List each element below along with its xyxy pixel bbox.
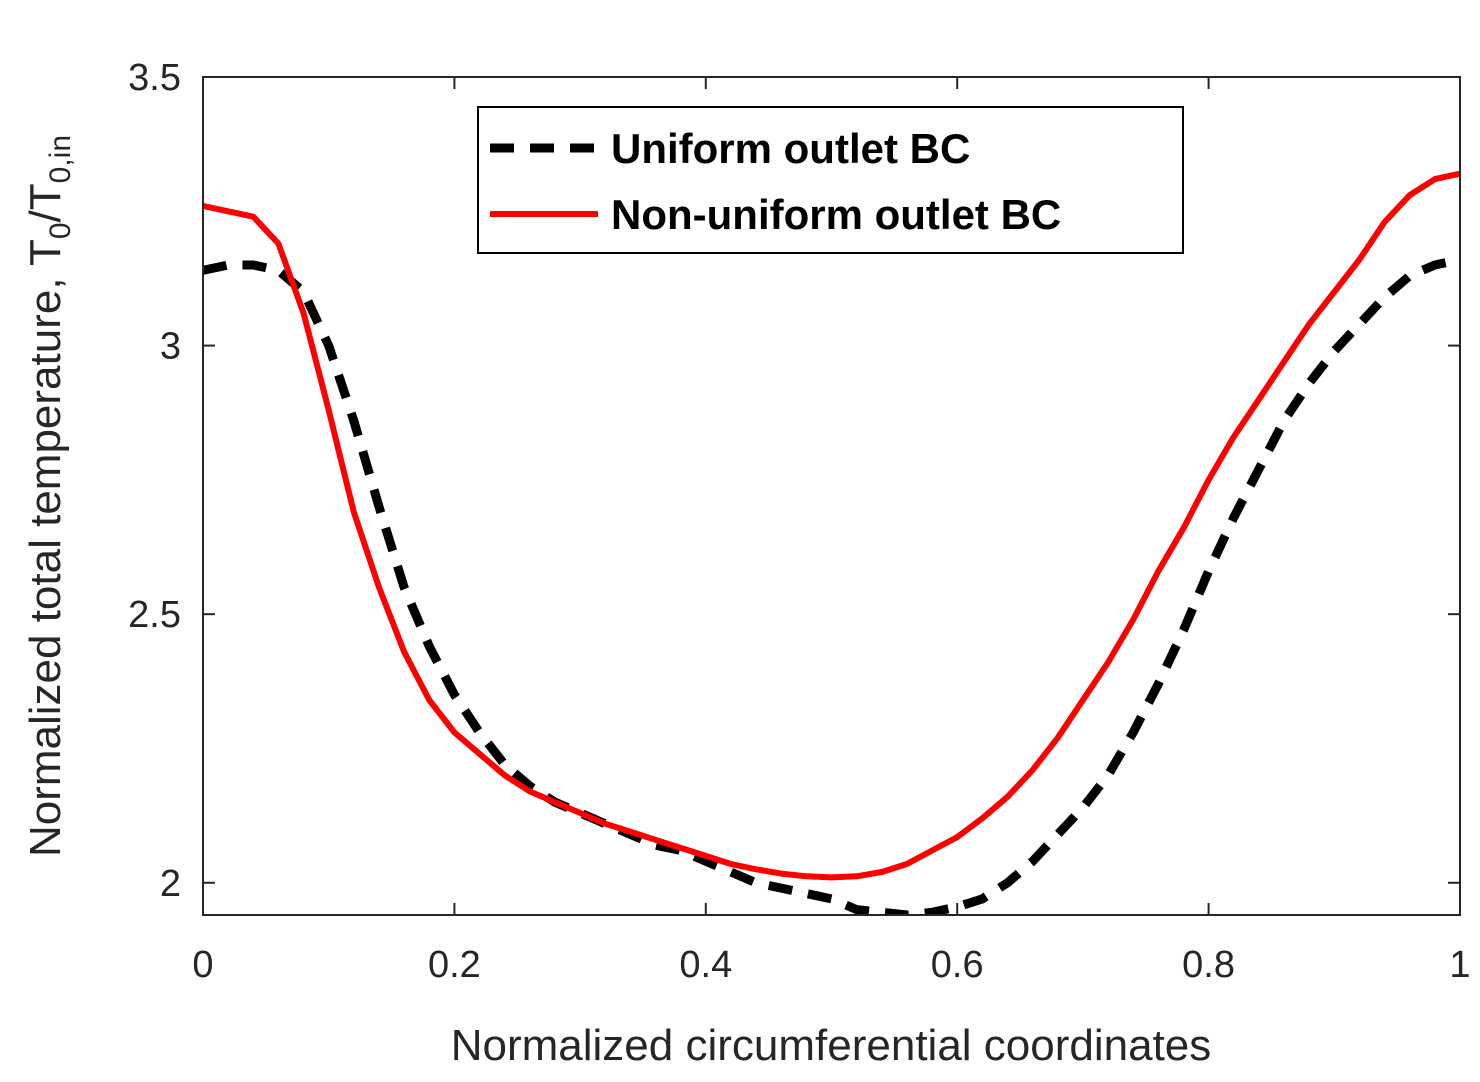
x-tick-label: 0.6 — [931, 944, 984, 986]
axes-layer — [202, 76, 1461, 916]
legend-label-nonuniform: Non-uniform outlet BC — [611, 191, 1061, 238]
x-tick-label: 0 — [192, 944, 213, 986]
y-axis-label: Normalized total temperature, T0/T0,in — [21, 135, 77, 857]
series-line-nonuniform — [203, 170, 1460, 881]
y-tick-label: 2 — [160, 863, 181, 905]
x-tick-label: 1 — [1449, 944, 1470, 986]
plot-frame — [202, 76, 1461, 916]
y-ticks: 2 2.5 3 3.5 — [128, 57, 1460, 905]
legend: Uniform outlet BC Non-uniform outlet BC — [477, 106, 1184, 254]
x-tick-label: 0.2 — [428, 944, 481, 986]
legend-box — [477, 106, 1184, 254]
legend-label-uniform: Uniform outlet BC — [611, 125, 970, 172]
series-line-uniform — [203, 255, 1460, 915]
series-layer — [203, 170, 1460, 915]
y-tick-label: 3.5 — [128, 57, 181, 99]
x-ticks: 0 0.2 0.4 0.6 0.8 1 — [192, 77, 1471, 986]
y-tick-label: 2.5 — [128, 594, 181, 636]
x-axis-label: Normalized circumferential coordinates — [451, 1021, 1212, 1070]
y-tick-label: 3 — [160, 326, 181, 368]
x-tick-label: 0.4 — [679, 944, 732, 986]
x-tick-label: 0.8 — [1182, 944, 1235, 986]
